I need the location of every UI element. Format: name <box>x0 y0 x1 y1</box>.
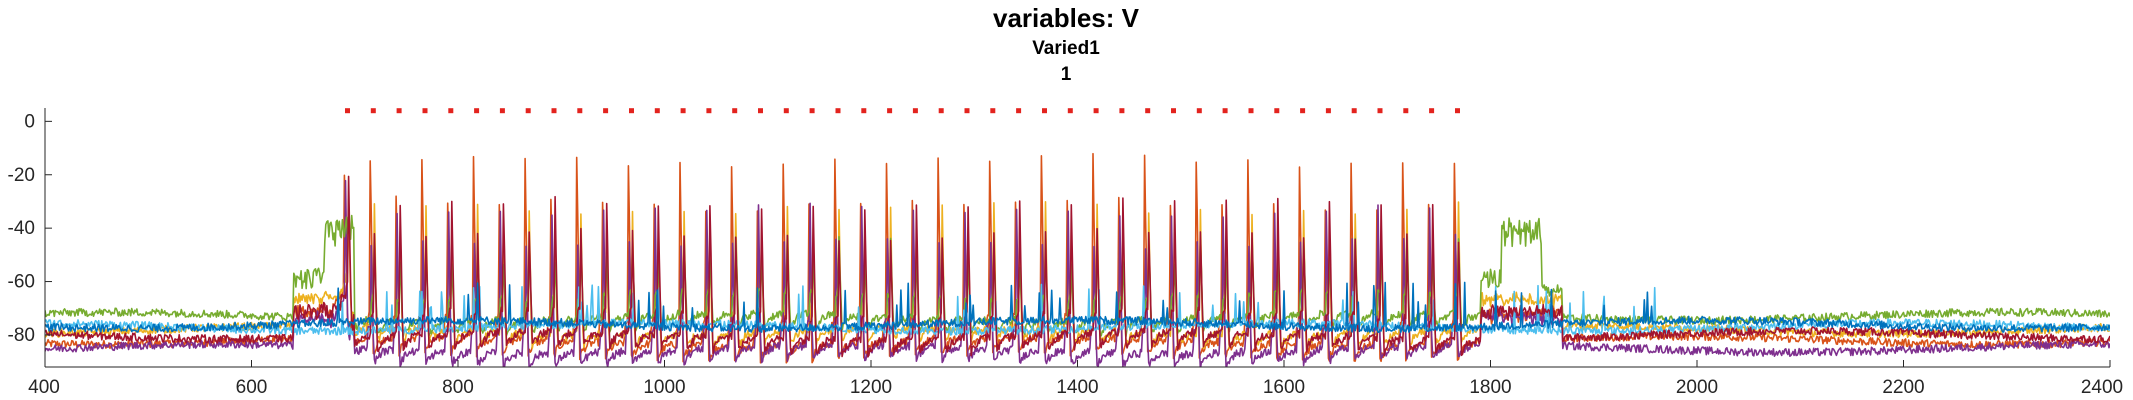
y-tick-label: 0 <box>24 111 35 132</box>
y-tick-label: -40 <box>8 218 35 239</box>
stimulus-marker <box>680 108 686 114</box>
stimulus-marker <box>964 108 970 114</box>
stimulus-marker <box>1429 108 1435 114</box>
stimulus-marker <box>654 108 660 114</box>
series-line-4 <box>45 283 2110 336</box>
y-tick-label: -80 <box>8 325 35 346</box>
stimulus-marker <box>758 108 763 114</box>
stimulus-marker <box>1093 108 1099 114</box>
stimulus-marker <box>1377 108 1383 114</box>
stimulus-marker <box>525 108 531 114</box>
series-line-2 <box>45 179 2110 367</box>
stimulus-marker <box>732 108 738 114</box>
stimulus-marker <box>835 108 841 114</box>
x-tick-label: 1400 <box>1056 377 1098 398</box>
stimulus-marker <box>1325 108 1331 114</box>
stimulus-marker <box>474 108 480 114</box>
chart-subtitle-2: 1 <box>1061 64 1072 85</box>
x-tick-label: 800 <box>442 377 474 398</box>
stimulus-marker <box>370 108 376 114</box>
stimulus-marker <box>1145 108 1151 114</box>
stimulus-marker <box>603 108 609 114</box>
stimulus-marker <box>1248 108 1254 114</box>
stimulus-marker <box>1119 108 1125 114</box>
x-tick-label: 1200 <box>850 377 892 398</box>
stimulus-marker <box>499 108 505 114</box>
stimulus-marker <box>551 108 557 114</box>
stimulus-marker <box>809 108 815 114</box>
series-line-0 <box>45 152 2110 364</box>
series-line-3 <box>45 214 2110 338</box>
x-tick-label: 2200 <box>1882 377 1924 398</box>
stimulus-marker <box>1300 108 1306 114</box>
stimulus-marker <box>990 108 996 114</box>
stimulus-marker <box>577 108 583 114</box>
series-line-5 <box>45 175 2110 358</box>
stimulus-marker <box>1222 108 1228 114</box>
stimulus-marker <box>1196 108 1202 114</box>
stimulus-marker <box>912 108 918 114</box>
y-tick-label: -20 <box>8 165 35 186</box>
stimulus-marker <box>1455 108 1460 114</box>
chart-title: variables: V <box>993 3 1140 33</box>
x-tick-label: 1800 <box>1469 377 1511 398</box>
stimulus-marker <box>1403 108 1409 114</box>
stimulus-marker <box>938 108 944 114</box>
plot-area <box>45 152 2110 367</box>
x-tick-label: 600 <box>236 377 268 398</box>
stimulus-marker <box>1016 108 1022 114</box>
stimulus-marker <box>887 108 893 114</box>
stimulus-marker <box>448 108 454 114</box>
x-tick-label: 2000 <box>1676 377 1718 398</box>
stimulus-marker <box>422 108 428 114</box>
stimulus-marker <box>1067 108 1073 114</box>
stimulus-marker <box>706 108 712 114</box>
x-tick-label: 2400 <box>2081 377 2123 398</box>
stimulus-marker <box>1042 108 1047 114</box>
stimulus-marker <box>1351 108 1357 114</box>
series-line-6 <box>45 281 2110 334</box>
stimulus-marker <box>396 108 402 114</box>
chart-subtitle-1: Varied1 <box>1032 38 1100 59</box>
x-tick-label: 1000 <box>643 377 685 398</box>
stimulus-marker <box>1171 108 1176 114</box>
y-tick-label: -60 <box>8 272 35 293</box>
stimulus-marker <box>861 108 867 114</box>
stimulus-marker <box>629 108 634 114</box>
stimulus-marker <box>783 108 789 114</box>
x-tick-label: 1600 <box>1263 377 1305 398</box>
x-tick-label: 400 <box>28 377 60 398</box>
stimulus-marker <box>345 108 350 114</box>
stimulus-marker <box>1274 108 1280 114</box>
axes: 400 600 800 1000 1200 1400 1600 1800 2000 2200 240… <box>8 108 2123 398</box>
